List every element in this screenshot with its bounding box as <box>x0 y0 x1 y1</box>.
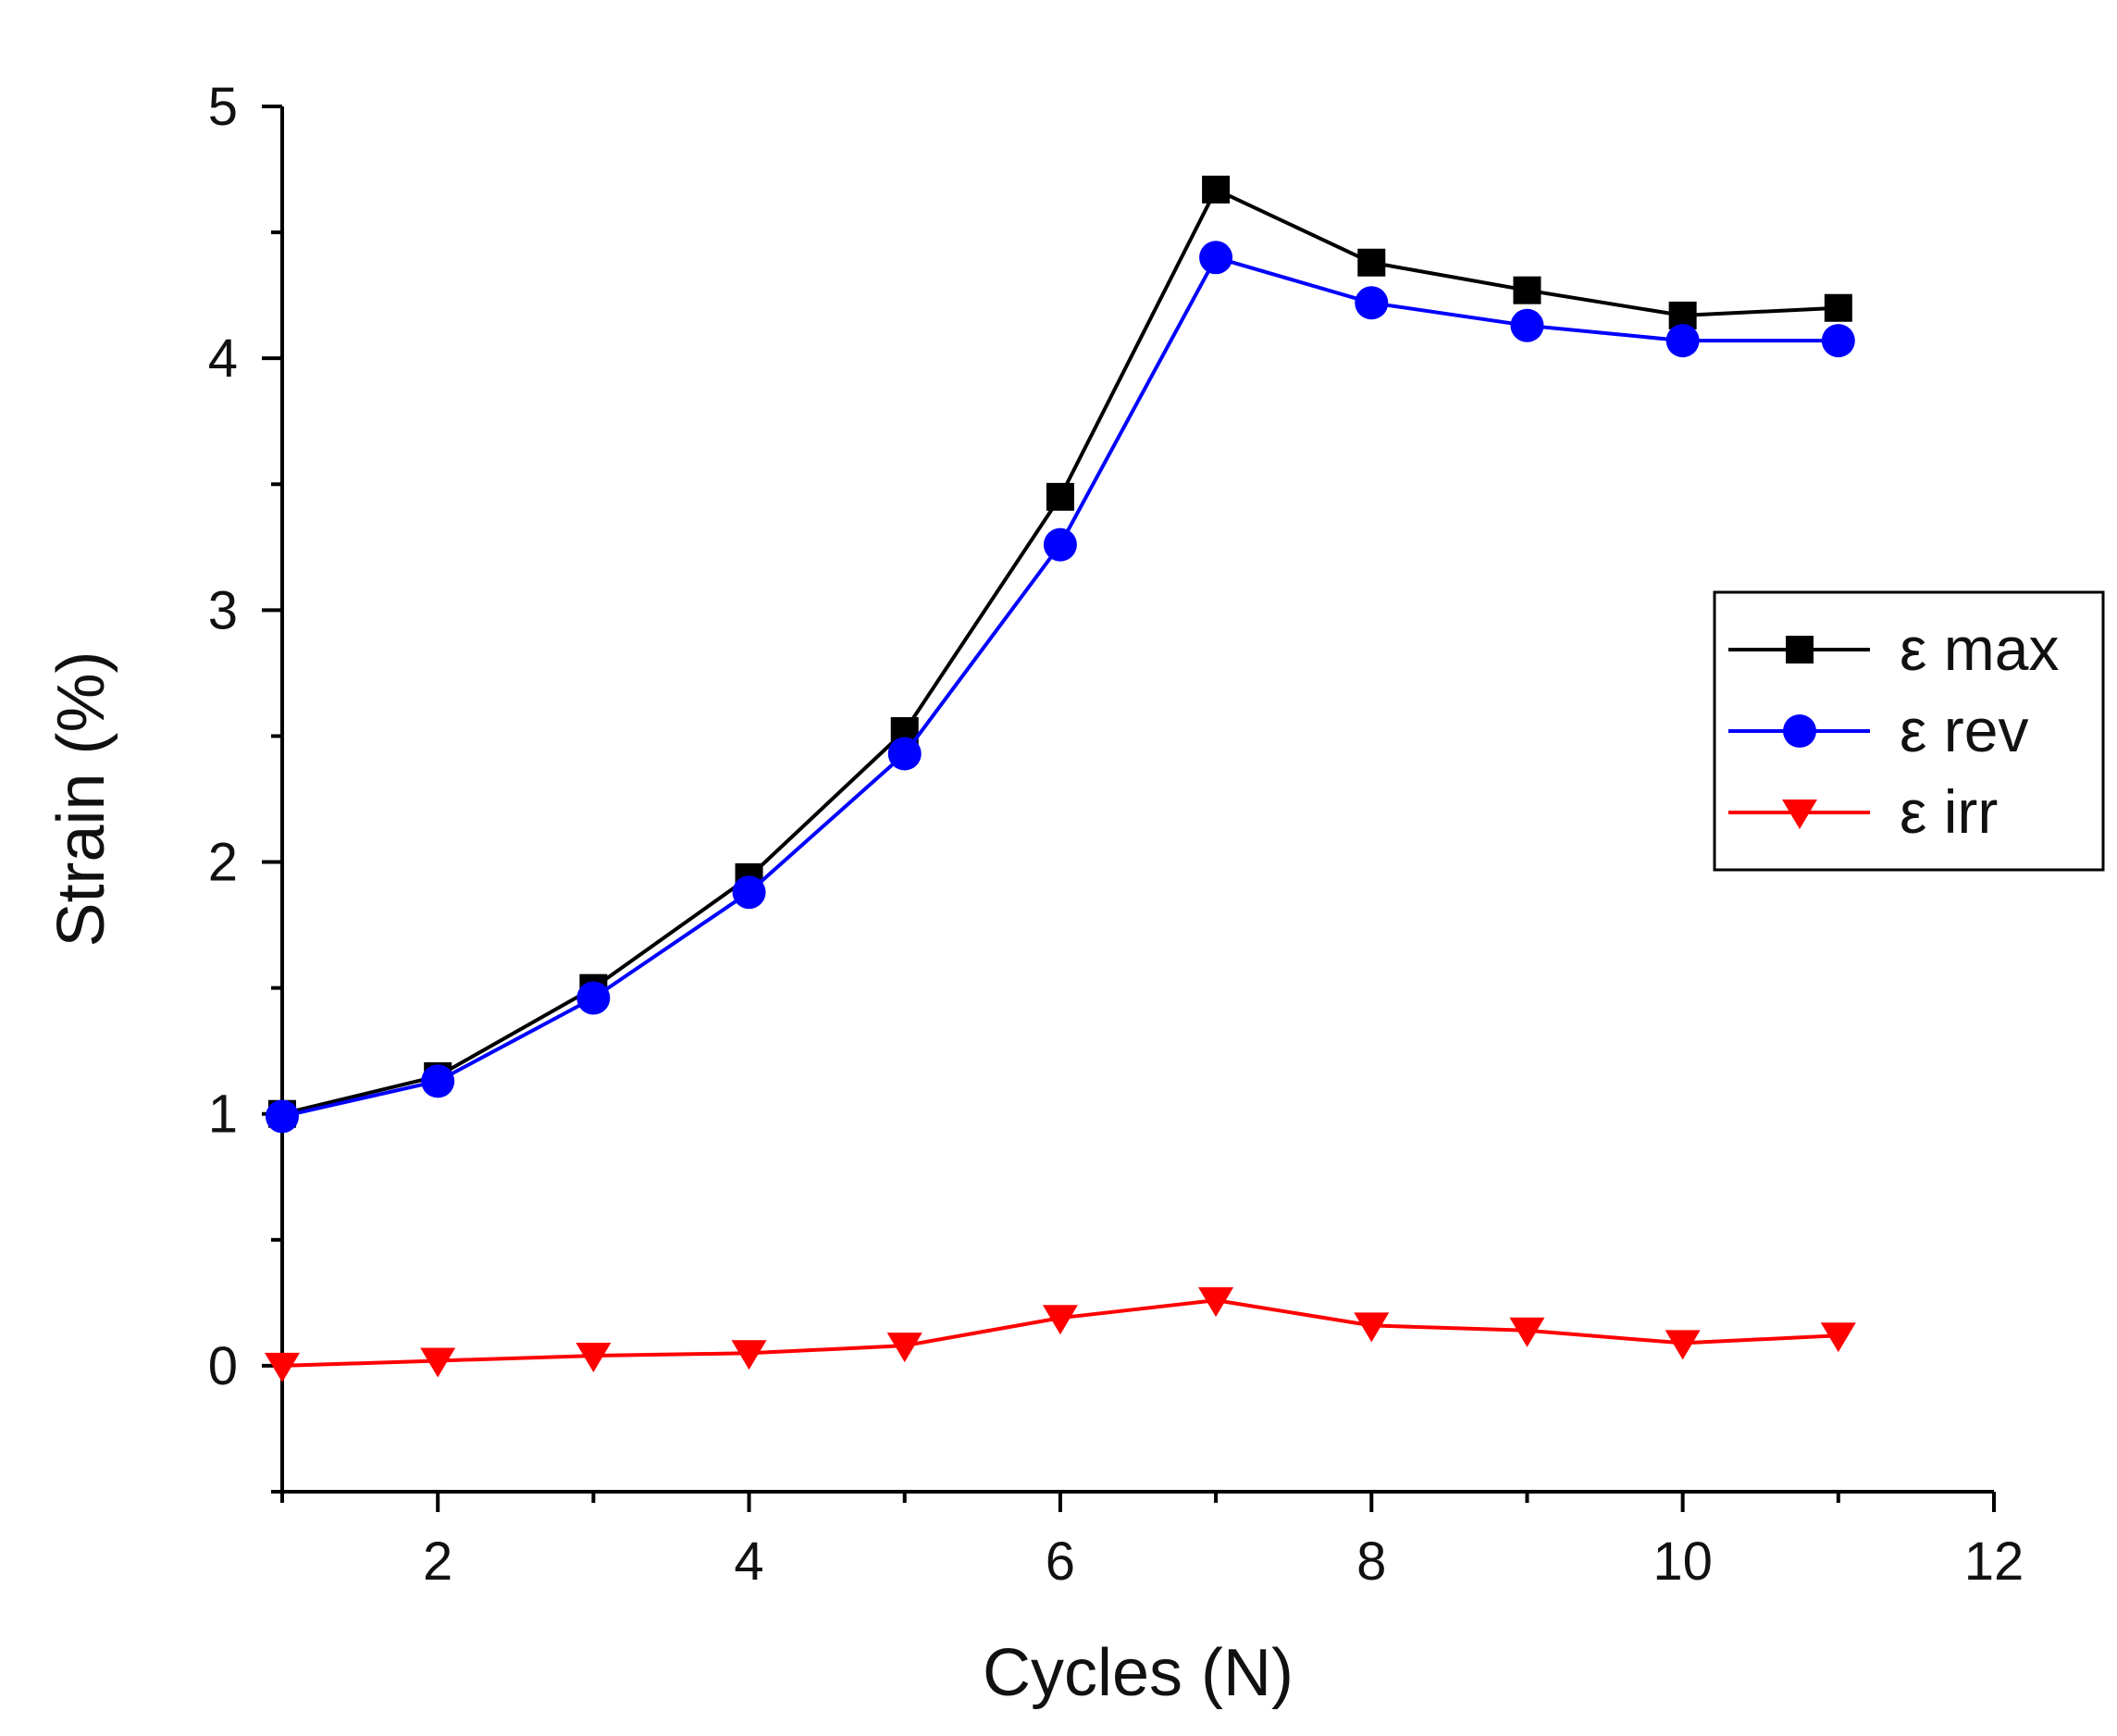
data-point <box>265 1352 300 1383</box>
legend-marker <box>1782 800 1817 829</box>
x-axis-title: Cycles (N) <box>983 1636 1294 1710</box>
y-ticks: 0 1 2 3 4 5 <box>208 77 282 1494</box>
legend-label: ε irr <box>1900 777 1998 846</box>
data-point <box>731 1340 767 1370</box>
data-point <box>1357 248 1386 277</box>
series-line <box>281 255 1838 1119</box>
data-point <box>1043 527 1077 562</box>
y-tick-label: 2 <box>208 833 238 893</box>
x-tick-label: 8 <box>1356 1531 1386 1592</box>
data-point <box>576 1343 612 1373</box>
y-tick-label: 0 <box>208 1336 238 1396</box>
legend: ε max ε rev ε irr <box>1713 590 2105 872</box>
y-tick-label: 5 <box>208 77 238 137</box>
legend-marker <box>1783 714 1816 748</box>
series-0 <box>268 175 1852 1128</box>
data-point <box>886 1333 922 1363</box>
data-point <box>1202 175 1231 204</box>
data-point <box>421 1064 455 1098</box>
data-point <box>1821 324 1855 358</box>
legend-item: ε rev <box>1728 696 2028 764</box>
data-point <box>1665 324 1700 358</box>
series-layer <box>265 175 1856 1383</box>
x-tick-label: 12 <box>1964 1531 2024 1592</box>
data-point <box>1046 482 1074 511</box>
x-tick-label: 2 <box>423 1531 452 1592</box>
x-tick-label: 6 <box>1046 1531 1075 1592</box>
series-1 <box>266 241 1855 1134</box>
data-point <box>1354 1312 1390 1343</box>
x-ticks: 2 4 6 8 10 12 <box>280 1492 2024 1592</box>
y-axis-title: Strain (%) <box>44 651 118 947</box>
y-tick-label: 4 <box>208 329 238 389</box>
legend-item: ε max <box>1728 614 2059 683</box>
y-tick-label: 3 <box>208 580 238 640</box>
data-point <box>1355 286 1389 320</box>
data-point <box>887 737 922 771</box>
data-point <box>266 1099 299 1134</box>
series-2 <box>265 1287 1856 1383</box>
x-tick-label: 4 <box>734 1531 763 1592</box>
data-point <box>1199 241 1233 275</box>
data-point <box>420 1347 456 1378</box>
legend-item: ε irr <box>1728 777 1998 846</box>
legend-label: ε max <box>1900 614 2059 683</box>
data-point <box>1513 276 1541 304</box>
data-point <box>1509 1317 1545 1347</box>
legend-marker <box>1786 636 1814 663</box>
legend-label: ε rev <box>1900 696 2028 764</box>
data-point <box>732 875 766 910</box>
data-point <box>1665 1330 1701 1360</box>
data-point <box>1198 1287 1234 1318</box>
data-point <box>1510 308 1544 342</box>
x-tick-label: 10 <box>1653 1531 1713 1592</box>
series-line <box>281 187 1838 1116</box>
data-point <box>1042 1305 1078 1335</box>
y-tick-label: 1 <box>208 1085 238 1145</box>
data-point <box>1820 1322 1856 1353</box>
data-point <box>576 981 611 1015</box>
data-point <box>1824 293 1852 322</box>
